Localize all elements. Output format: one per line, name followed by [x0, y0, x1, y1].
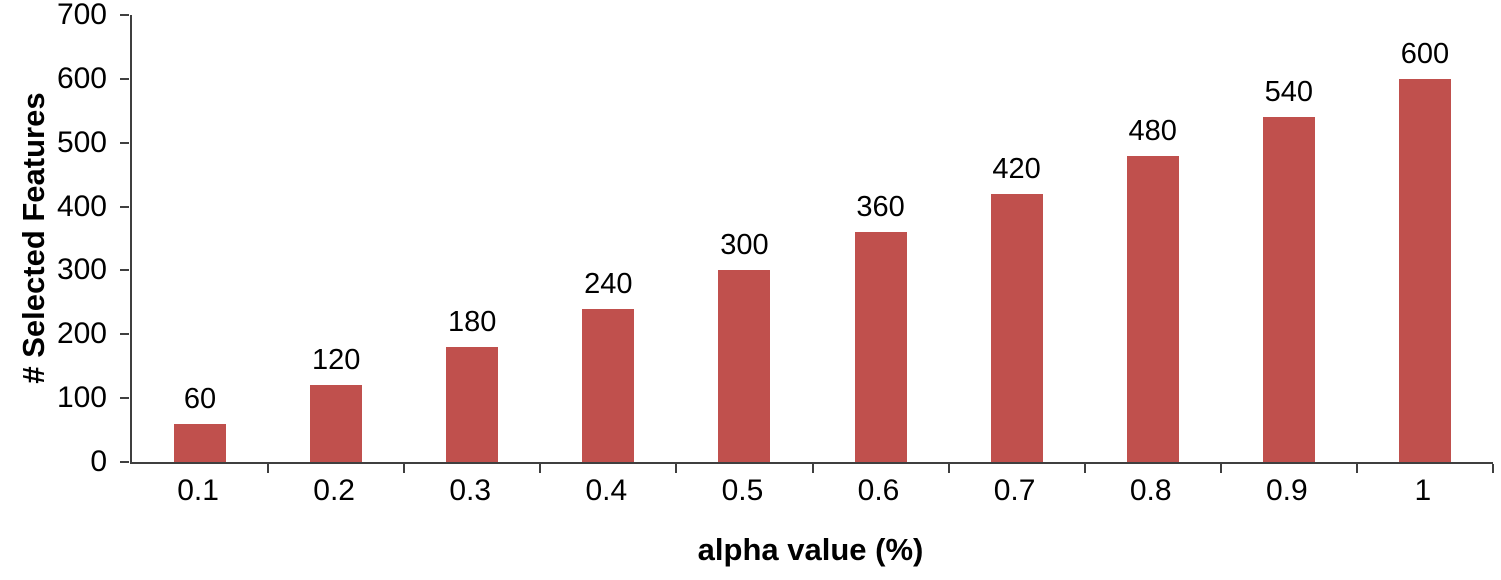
x-tick-mark [539, 464, 542, 473]
bar-slot: 420 [949, 15, 1085, 462]
x-tick-label: 0.8 [1129, 474, 1172, 507]
bar-slot: 180 [404, 15, 540, 462]
bar-slot: 120 [268, 15, 404, 462]
x-tick-label: 0.3 [449, 474, 492, 507]
bar [1262, 117, 1315, 462]
bar-slot: 240 [540, 15, 676, 462]
y-tick-mark [120, 205, 129, 208]
x-tick-mark [403, 464, 406, 473]
bar [446, 347, 499, 462]
bar [1126, 155, 1179, 462]
x-tick-label: 0.4 [585, 474, 628, 507]
y-tick-mark [120, 77, 129, 80]
y-axis: 0 100 200 300 400 500 600 700 [0, 0, 129, 478]
bar-value-label: 240 [584, 267, 633, 300]
x-axis-labels: 0.1 0.2 0.3 0.4 0.5 0.6 0.7 0.8 0.9 1 [130, 474, 1491, 508]
y-tick-mark [120, 397, 129, 400]
y-tick-mark [120, 269, 129, 272]
bar-slot: 540 [1221, 15, 1357, 462]
y-tick-mark [120, 141, 129, 144]
plot-area: 60 120 180 240 300 360 420 480 540 600 [130, 15, 1494, 473]
x-tick-mark [267, 464, 270, 473]
y-tick-label: 300 [56, 253, 107, 287]
bar-slot: 600 [1357, 15, 1493, 462]
bar-value-label: 300 [720, 229, 769, 262]
bar [582, 308, 635, 462]
bar-value-label: 540 [1264, 76, 1313, 109]
x-tick-label: 1 [1414, 474, 1432, 507]
x-tick-mark [1219, 464, 1222, 473]
y-tick-label: 500 [56, 125, 107, 159]
x-tick-mark [1083, 464, 1086, 473]
bar-slot: 300 [676, 15, 812, 462]
y-tick-mark [120, 461, 129, 463]
x-tick-mark [675, 464, 678, 473]
y-tick-label: 700 [56, 0, 107, 31]
x-tick-label: 0.2 [313, 474, 355, 507]
x-tick-label: 0.1 [177, 474, 219, 507]
bar-slot: 480 [1085, 15, 1221, 462]
x-tick-mark [1492, 464, 1494, 473]
y-tick-label: 400 [56, 189, 107, 223]
bar-value-label: 180 [448, 306, 497, 339]
x-tick-label: 0.7 [993, 474, 1036, 507]
bar-value-label: 600 [1400, 37, 1450, 70]
bar-value-label: 120 [311, 344, 361, 377]
y-tick-label: 200 [56, 317, 107, 351]
x-tick-label: 0.6 [857, 474, 900, 507]
y-tick-mark [120, 14, 129, 16]
y-tick-mark [120, 333, 129, 336]
bar [990, 193, 1043, 462]
bar-slot: 360 [812, 15, 948, 462]
y-tick-label: 600 [56, 61, 107, 95]
bar [174, 423, 227, 462]
x-tick-label: 0.5 [721, 474, 764, 507]
bar-slot: 60 [132, 15, 268, 462]
x-tick-mark [1355, 464, 1358, 473]
y-tick-label: 100 [56, 381, 107, 415]
bar [1398, 78, 1451, 462]
bar-value-label: 420 [992, 152, 1041, 185]
bar [718, 270, 771, 462]
bar-value-label: 480 [1128, 114, 1177, 147]
y-tick-label: 0 [90, 445, 107, 478]
x-tick-mark [947, 464, 950, 473]
bar [854, 232, 907, 462]
bars-row: 60 120 180 240 300 360 420 480 540 600 [132, 15, 1493, 462]
x-axis-title: alpha value (%) [697, 532, 924, 567]
x-tick-label: 0.9 [1265, 474, 1308, 507]
bar [310, 385, 363, 462]
bar-value-label: 360 [856, 191, 905, 224]
x-tick-mark [811, 464, 814, 473]
bar-value-label: 60 [183, 382, 217, 415]
